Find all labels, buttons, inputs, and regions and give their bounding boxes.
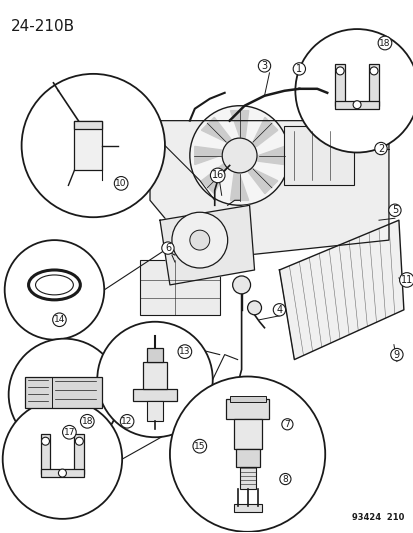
Bar xyxy=(143,361,166,390)
Polygon shape xyxy=(201,117,230,142)
Text: 15: 15 xyxy=(194,442,205,451)
Polygon shape xyxy=(279,220,403,360)
Text: 11: 11 xyxy=(400,275,412,285)
Polygon shape xyxy=(159,205,254,285)
Circle shape xyxy=(171,212,227,268)
Circle shape xyxy=(369,67,377,75)
Circle shape xyxy=(97,322,212,437)
Circle shape xyxy=(222,138,256,173)
Bar xyxy=(40,434,50,474)
Polygon shape xyxy=(194,147,221,165)
Circle shape xyxy=(190,230,209,250)
Bar xyxy=(147,348,163,361)
Text: 4: 4 xyxy=(276,305,282,315)
Circle shape xyxy=(5,240,104,340)
Text: 10: 10 xyxy=(115,179,127,188)
Polygon shape xyxy=(230,111,248,138)
Circle shape xyxy=(2,399,122,519)
Text: 18: 18 xyxy=(81,417,93,426)
Bar xyxy=(147,401,163,421)
Bar xyxy=(233,419,261,449)
Circle shape xyxy=(294,29,413,152)
Text: 2: 2 xyxy=(377,143,383,154)
Text: 5: 5 xyxy=(391,205,397,215)
Bar xyxy=(239,467,255,489)
Polygon shape xyxy=(248,169,277,193)
Text: 18: 18 xyxy=(378,38,390,47)
Bar xyxy=(74,120,102,171)
Circle shape xyxy=(58,469,66,477)
Text: 14: 14 xyxy=(54,315,65,324)
Circle shape xyxy=(190,106,289,205)
Circle shape xyxy=(21,74,164,217)
Circle shape xyxy=(232,276,250,294)
Text: 1: 1 xyxy=(296,64,301,74)
Bar xyxy=(335,101,378,109)
Text: 12: 12 xyxy=(121,417,133,426)
Text: 7: 7 xyxy=(284,420,290,429)
Circle shape xyxy=(75,437,83,445)
Bar xyxy=(233,504,261,512)
Text: 3: 3 xyxy=(261,61,267,71)
Polygon shape xyxy=(201,164,225,193)
Circle shape xyxy=(247,301,261,315)
Text: 17: 17 xyxy=(64,428,75,437)
Text: 24-210B: 24-210B xyxy=(11,19,75,34)
Polygon shape xyxy=(150,120,388,260)
Text: 6: 6 xyxy=(164,243,171,253)
Bar xyxy=(140,260,219,315)
Bar xyxy=(225,399,269,419)
Bar xyxy=(229,397,265,402)
Text: 16: 16 xyxy=(211,171,223,180)
Text: 8: 8 xyxy=(282,474,287,483)
Bar xyxy=(133,390,176,401)
Bar xyxy=(335,64,344,106)
Circle shape xyxy=(169,376,325,532)
Circle shape xyxy=(9,338,120,450)
Bar xyxy=(368,64,378,106)
Bar xyxy=(40,469,84,477)
Circle shape xyxy=(352,101,360,109)
Polygon shape xyxy=(257,147,284,165)
Circle shape xyxy=(41,437,50,445)
Polygon shape xyxy=(230,174,248,200)
Text: 13: 13 xyxy=(179,347,190,356)
Polygon shape xyxy=(252,117,277,147)
Bar xyxy=(74,434,84,474)
Text: 93424  210: 93424 210 xyxy=(351,513,404,522)
Text: 9: 9 xyxy=(393,350,399,360)
Ellipse shape xyxy=(36,275,73,295)
Bar xyxy=(235,449,259,467)
Bar xyxy=(284,126,353,185)
Bar xyxy=(74,120,102,128)
Circle shape xyxy=(335,67,343,75)
Bar xyxy=(24,376,102,408)
